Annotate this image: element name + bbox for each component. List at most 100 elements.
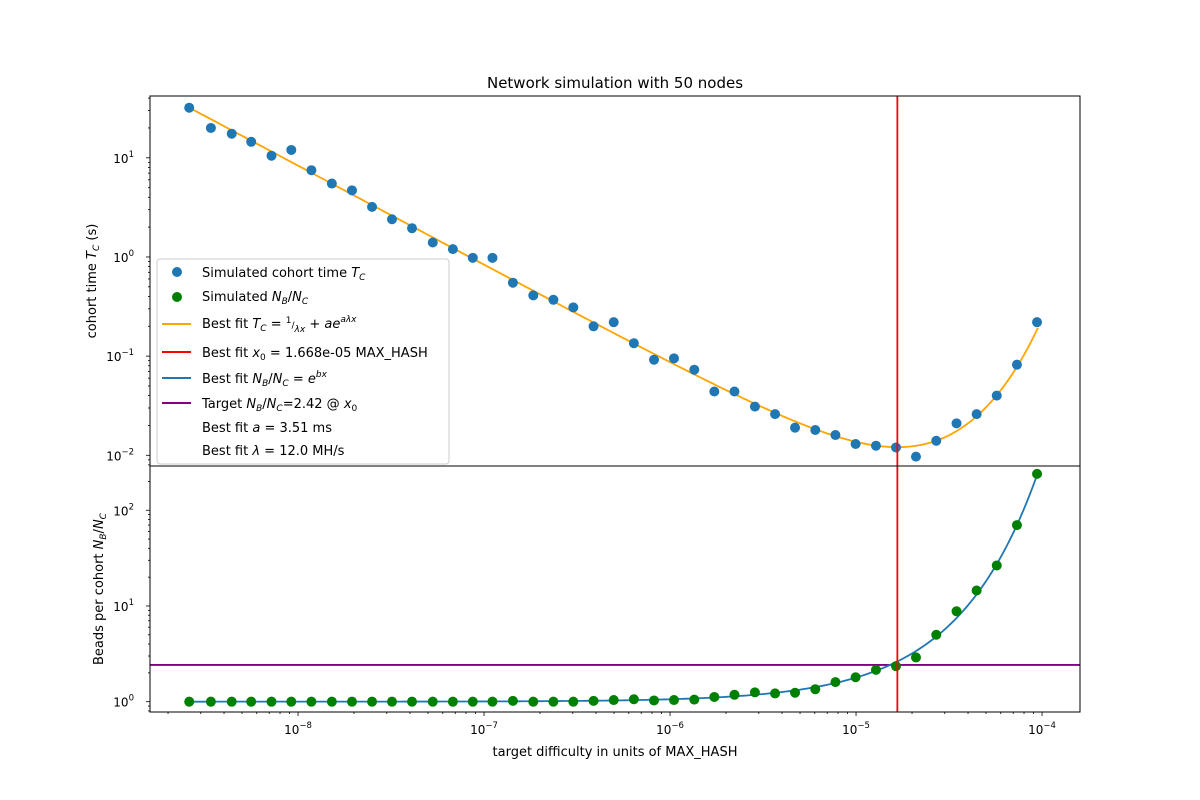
- point-tc: [588, 321, 599, 332]
- legend-marker-sim-tc: [172, 267, 182, 277]
- chart-title: Network simulation with 50 nodes: [487, 74, 743, 92]
- point-tc: [367, 201, 378, 212]
- point-nb: [246, 696, 257, 707]
- point-nb: [427, 696, 438, 707]
- point-nb: [528, 696, 539, 707]
- x-ticks: 10−8 10−7 10−6 10−5 10−4: [167, 712, 1056, 737]
- point-nb: [205, 696, 216, 707]
- legend-entry-x0: Best fit x0 = 1.668e-05 MAX_HASH: [202, 346, 428, 363]
- point-tc: [266, 150, 277, 161]
- point-nb: [346, 696, 357, 707]
- point-tc: [286, 144, 297, 155]
- bottom-y-ticks: 100 101 102: [113, 481, 150, 712]
- legend-entry-a: Best fit a = 3.51 ms: [202, 421, 332, 436]
- point-nb: [668, 695, 679, 706]
- point-nb: [729, 689, 740, 700]
- bottom-y-tick-label: 102: [113, 502, 134, 518]
- point-tc: [689, 364, 700, 375]
- point-nb: [790, 687, 801, 698]
- legend-box: [156, 258, 450, 465]
- point-tc: [528, 290, 539, 301]
- point-nb: [991, 560, 1002, 571]
- point-nb: [447, 696, 458, 707]
- bottom-plot-area: [150, 466, 1080, 712]
- point-tc: [810, 424, 821, 435]
- point-nb: [770, 688, 781, 699]
- point-tc: [487, 252, 498, 263]
- legend-entry-fit-tc: Best fit TC = 1/λx + aeaλx: [202, 315, 357, 335]
- legend-entry-target: Target NB/NC=2.42 @ x0: [201, 397, 358, 414]
- point-nb: [649, 695, 660, 706]
- point-nb: [910, 652, 921, 663]
- point-tc: [608, 317, 619, 328]
- legend-entry-sim-nb: Simulated NB/NC: [202, 290, 309, 307]
- point-nb: [810, 684, 821, 695]
- point-tc: [991, 390, 1002, 401]
- point-tc: [507, 277, 518, 288]
- point-nb: [749, 687, 760, 698]
- point-nb: [931, 629, 942, 640]
- point-nb: [1011, 520, 1022, 531]
- point-nb: [890, 661, 901, 672]
- point-nb: [608, 695, 619, 706]
- point-tc: [749, 401, 760, 412]
- point-nb: [1032, 468, 1043, 479]
- point-nb: [709, 691, 720, 702]
- top-y-tick-label: 101: [113, 150, 134, 166]
- bottom-y-tick-label: 100: [113, 694, 134, 710]
- x-axis-label: target difficulty in units of MAX_HASH: [493, 745, 738, 760]
- point-tc: [184, 102, 195, 113]
- point-tc: [467, 252, 478, 263]
- point-tc: [890, 442, 901, 453]
- point-nb: [286, 696, 297, 707]
- point-tc: [649, 354, 660, 365]
- legend-entry-lambda: Best fit λ = 12.0 MH/s: [202, 444, 345, 459]
- point-nb: [467, 696, 478, 707]
- point-nb: [850, 672, 861, 683]
- point-nb: [367, 696, 378, 707]
- fit-curve-nb: [189, 472, 1039, 703]
- point-tc: [951, 418, 962, 429]
- point-tc: [668, 353, 679, 364]
- point-nb: [870, 664, 881, 675]
- top-y-axis-label: cohort time TC (s): [85, 224, 102, 339]
- point-tc: [226, 128, 237, 139]
- point-tc: [1011, 359, 1022, 370]
- point-tc: [971, 409, 982, 420]
- point-tc: [427, 237, 438, 248]
- point-tc: [306, 165, 317, 176]
- point-tc: [790, 422, 801, 433]
- point-nb: [407, 696, 418, 707]
- top-y-tick-label: 100: [113, 249, 134, 265]
- point-tc: [628, 338, 639, 349]
- point-tc: [386, 214, 397, 225]
- point-tc: [870, 440, 881, 451]
- legend-marker-sim-nb: [172, 292, 182, 302]
- bottom-axes-frame: [149, 465, 1081, 713]
- x-tick-label: 10−4: [1028, 721, 1056, 737]
- x-tick-label: 10−8: [284, 721, 312, 737]
- top-y-ticks: 10−2 10−1 100 101: [106, 97, 150, 466]
- point-nb: [326, 696, 337, 707]
- point-nb: [951, 606, 962, 617]
- point-tc: [910, 451, 921, 462]
- point-nb: [689, 694, 700, 705]
- point-nb: [971, 585, 982, 596]
- point-tc: [548, 294, 559, 305]
- point-tc: [931, 435, 942, 446]
- x-tick-label: 10−5: [842, 721, 870, 737]
- top-y-tick-label: 10−1: [106, 348, 134, 364]
- top-plot-area: [184, 96, 1043, 466]
- legend-entry-sim-tc: Simulated cohort time TC: [202, 266, 366, 283]
- point-nb: [386, 696, 397, 707]
- point-tc: [447, 244, 458, 255]
- point-tc: [709, 386, 720, 397]
- point-nb: [184, 696, 195, 707]
- point-tc: [205, 122, 216, 133]
- point-tc: [326, 178, 337, 189]
- point-nb: [266, 696, 277, 707]
- point-nb: [507, 695, 518, 706]
- bottom-y-axis-label: Beads per cohort NB/NC: [92, 512, 109, 665]
- bottom-y-tick-label: 101: [113, 598, 134, 614]
